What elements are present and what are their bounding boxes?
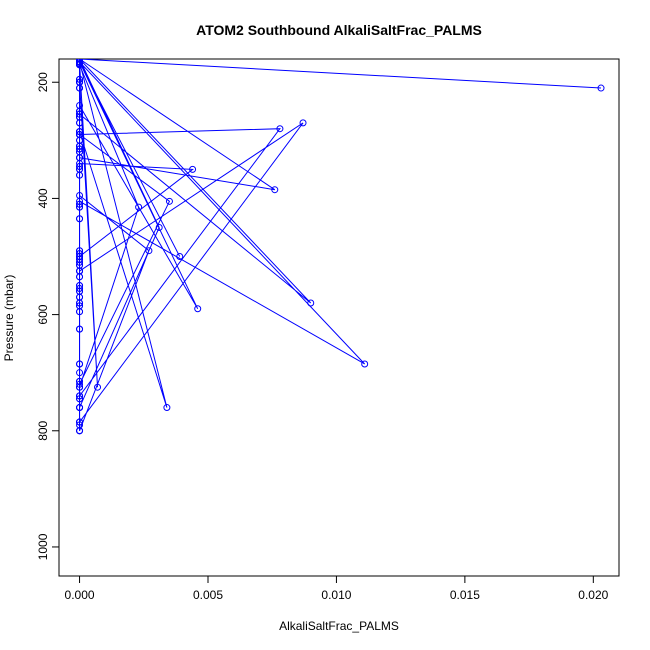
data-point	[176, 253, 184, 261]
series-layer	[76, 59, 605, 435]
data-point	[76, 418, 84, 426]
data-point	[307, 299, 315, 307]
data-point	[76, 267, 84, 275]
data-point	[361, 360, 369, 368]
data-point	[76, 128, 84, 136]
data-point	[276, 125, 284, 133]
data-point	[76, 78, 84, 86]
data-point	[76, 427, 84, 435]
data-point	[194, 305, 202, 313]
y-tick-label: 1000	[36, 533, 50, 560]
y-axis: 200 400 600 800 1000	[36, 72, 59, 560]
data-point	[76, 142, 84, 150]
data-point	[76, 380, 84, 388]
data-point	[76, 383, 84, 391]
data-point	[135, 203, 143, 211]
data-point	[163, 404, 171, 412]
y-axis-label: Pressure (mbar)	[2, 275, 16, 362]
x-tick-label: 0.005	[193, 588, 223, 602]
data-point	[76, 154, 84, 162]
data-point	[76, 392, 84, 400]
y-tick-label: 800	[36, 420, 50, 440]
data-point	[76, 59, 84, 66]
data-point	[76, 59, 84, 63]
x-tick-label: 0.000	[65, 588, 95, 602]
data-point	[76, 101, 84, 109]
data-point	[76, 110, 84, 118]
y-tick-label: 600	[36, 304, 50, 324]
y-tick-label: 400	[36, 188, 50, 208]
x-axis-label: AlkaliSaltFrac_PALMS	[279, 619, 399, 633]
plot-frame	[58, 58, 620, 577]
data-point	[145, 247, 153, 255]
series-line	[79, 59, 602, 431]
data-point	[299, 119, 307, 127]
data-point	[597, 84, 605, 92]
chart-title: ATOM2 Southbound AlkaliSaltFrac_PALMS	[196, 22, 482, 38]
data-point	[155, 223, 163, 231]
y-tick-label: 200	[36, 72, 50, 92]
x-tick-label: 0.015	[450, 588, 480, 602]
data-point	[189, 165, 197, 173]
data-point	[76, 197, 84, 205]
data-point	[76, 253, 84, 261]
data-point	[271, 186, 279, 194]
data-point	[76, 404, 84, 412]
data-point	[165, 197, 173, 205]
x-axis: 0.000 0.005 0.010 0.015 0.020	[65, 576, 609, 602]
x-tick-label: 0.010	[321, 588, 351, 602]
data-point	[94, 383, 102, 391]
data-point	[76, 131, 84, 139]
x-tick-label: 0.020	[578, 588, 608, 602]
